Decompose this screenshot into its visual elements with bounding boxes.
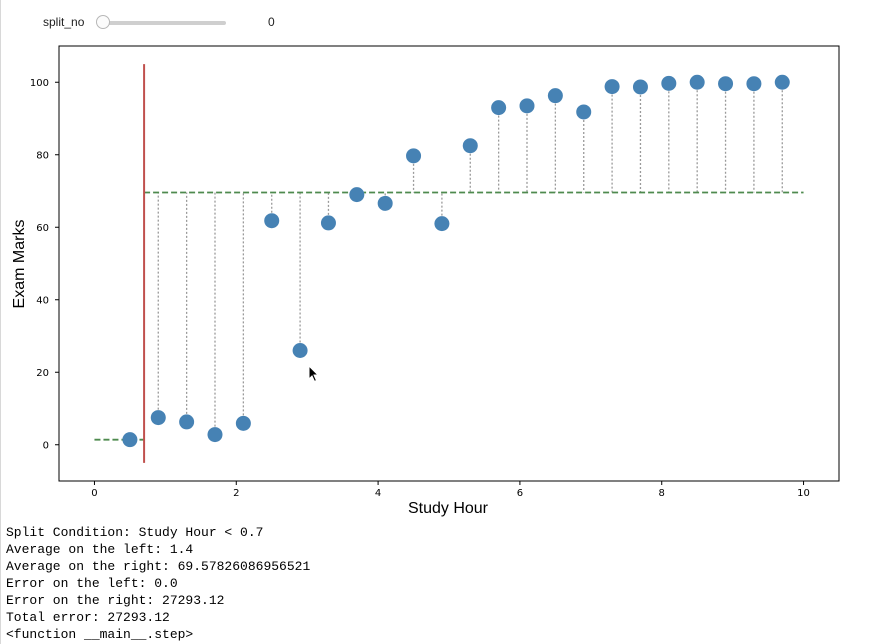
data-point: [718, 76, 734, 92]
data-point: [150, 410, 166, 426]
data-point: [491, 100, 507, 116]
data-point: [292, 343, 308, 358]
slider-thumb[interactable]: [96, 15, 110, 29]
data-point: [661, 75, 677, 91]
data-point: [604, 79, 620, 95]
mouse-cursor-icon: [308, 365, 320, 383]
data-point: [377, 195, 393, 211]
x-tick-label: 6: [517, 488, 523, 499]
y-axis-label: Exam Marks: [11, 220, 28, 309]
data-point: [632, 79, 648, 95]
y-tick-label: 80: [36, 150, 49, 161]
output-error-left: Error on the left: 0.0: [6, 576, 178, 591]
data-point: [122, 432, 138, 448]
cell-output: Split Condition: Study Hour < 0.7 Averag…: [6, 524, 310, 643]
data-point: [320, 215, 336, 231]
y-tick-label: 100: [30, 78, 49, 89]
output-average-left: Average on the left: 1.4: [6, 542, 194, 557]
x-tick-label: 4: [375, 488, 381, 499]
slider-track[interactable]: [104, 21, 226, 25]
data-point: [774, 74, 790, 90]
data-point: [406, 148, 422, 164]
x-axis-label: Study Hour: [408, 500, 489, 517]
y-tick-label: 0: [43, 440, 49, 451]
x-tick-label: 0: [91, 488, 97, 499]
y-tick-label: 40: [36, 295, 49, 306]
output-total-error: Total error: 27293.12: [6, 610, 170, 625]
data-point: [689, 74, 705, 90]
output-function-repr: <function __main__.step>: [6, 627, 194, 642]
output-average-right: Average on the right: 69.57826086956521: [6, 559, 311, 574]
y-tick-label: 60: [36, 223, 49, 234]
data-point: [349, 187, 365, 203]
x-tick-label: 8: [659, 488, 665, 499]
data-point: [746, 76, 762, 92]
output-split-condition: Split Condition: Study Hour < 0.7: [6, 525, 264, 540]
data-point: [434, 216, 450, 232]
output-error-right: Error on the right: 27293.12: [6, 593, 225, 608]
data-point: [235, 415, 251, 431]
slider-value: 0: [268, 15, 275, 29]
data-point: [264, 213, 280, 229]
slider-label: split_no: [43, 15, 85, 29]
data-point: [576, 104, 592, 120]
notebook-cell-edge: [0, 0, 1, 644]
chart: 0 2 4 6 8 10 0 20 40 60 80 100 Study Hour Exam Mar…: [11, 45, 840, 517]
x-tick-label: 10: [797, 488, 810, 499]
data-point: [547, 88, 563, 104]
y-tick-label: 20: [36, 368, 49, 379]
x-tick-label: 2: [233, 488, 239, 499]
data-point: [462, 138, 478, 154]
slider-widget: split_no 0: [0, 8, 320, 38]
data-point: [207, 427, 223, 443]
plot-area: [58, 45, 840, 482]
data-point: [519, 98, 535, 114]
data-point: [179, 414, 195, 430]
